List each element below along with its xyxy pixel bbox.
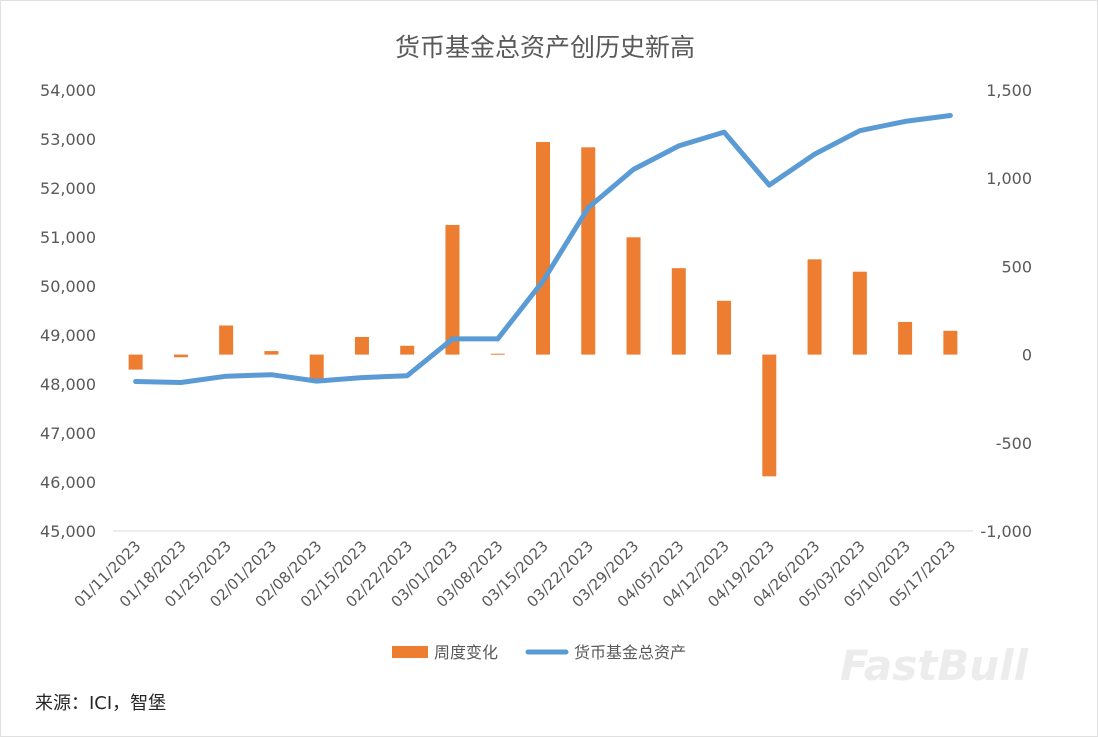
line-series-total-assets: [133, 113, 953, 385]
left-axis-tick-label: 46,000: [40, 473, 96, 492]
line-total-assets: [133, 113, 953, 385]
bar-weekly-change: [354, 336, 369, 355]
right-axis-tick-label: 500: [1001, 257, 1032, 276]
left-axis-tick-label: 53,000: [40, 130, 96, 149]
bar-weekly-change: [581, 147, 596, 355]
bar-weekly-change: [309, 354, 324, 382]
legend-label-weekly-change: 周度变化: [434, 643, 498, 662]
left-axis-tick-label: 51,000: [40, 228, 96, 247]
bar-weekly-change: [671, 268, 686, 355]
bar-weekly-change: [219, 325, 234, 355]
left-axis-ticks: 45,000 46,000 47,000 48,000 49,000 50,000 51,0…: [40, 81, 96, 541]
bar-weekly-change: [264, 351, 279, 355]
bar-weekly-change: [626, 237, 641, 355]
bar-series-weekly-change: [128, 142, 958, 477]
bar-weekly-change: [807, 259, 822, 355]
bar-weekly-change: [400, 345, 415, 355]
right-axis-ticks: -1,000 -500 0 500 1,000 1,500: [980, 81, 1032, 541]
bar-weekly-change: [173, 354, 188, 358]
bar-weekly-change: [943, 330, 958, 355]
bar-weekly-change: [128, 354, 143, 370]
x-axis-tick-labels: 01/11/202301/18/202301/25/202302/01/2023…: [71, 537, 960, 611]
left-axis-tick-label: 50,000: [40, 277, 96, 296]
bar-weekly-change: [898, 321, 913, 355]
source-note: 来源：ICI，智堡: [35, 693, 166, 714]
bar-weekly-change: [717, 300, 732, 355]
right-axis-tick-label: -1,000: [980, 522, 1032, 541]
chart-title: 货币基金总资产创历史新高: [395, 33, 695, 62]
watermark: FastBull: [840, 641, 1029, 690]
right-axis-tick-label: -500: [996, 434, 1032, 453]
bar-weekly-change: [762, 354, 777, 477]
bar-weekly-change: [852, 271, 867, 355]
left-axis-tick-label: 48,000: [40, 375, 96, 394]
left-axis-tick-label: 47,000: [40, 424, 96, 443]
left-axis-tick-label: 52,000: [40, 179, 96, 198]
left-axis-tick-label: 45,000: [40, 522, 96, 541]
bar-weekly-change: [536, 142, 550, 355]
left-axis-tick-label: 54,000: [40, 81, 96, 100]
legend-swatch-weekly-change: [392, 646, 428, 658]
left-axis-tick-label: 49,000: [40, 326, 96, 345]
legend: 周度变化 货币基金总资产: [392, 643, 686, 662]
right-axis-tick-label: 1,500: [986, 81, 1032, 100]
bar-weekly-change: [490, 353, 505, 355]
right-axis-tick-label: 1,000: [986, 169, 1032, 188]
bar-weekly-change: [445, 224, 460, 355]
right-axis-tick-label: 0: [1022, 346, 1032, 365]
legend-label-total-assets: 货币基金总资产: [574, 643, 686, 662]
